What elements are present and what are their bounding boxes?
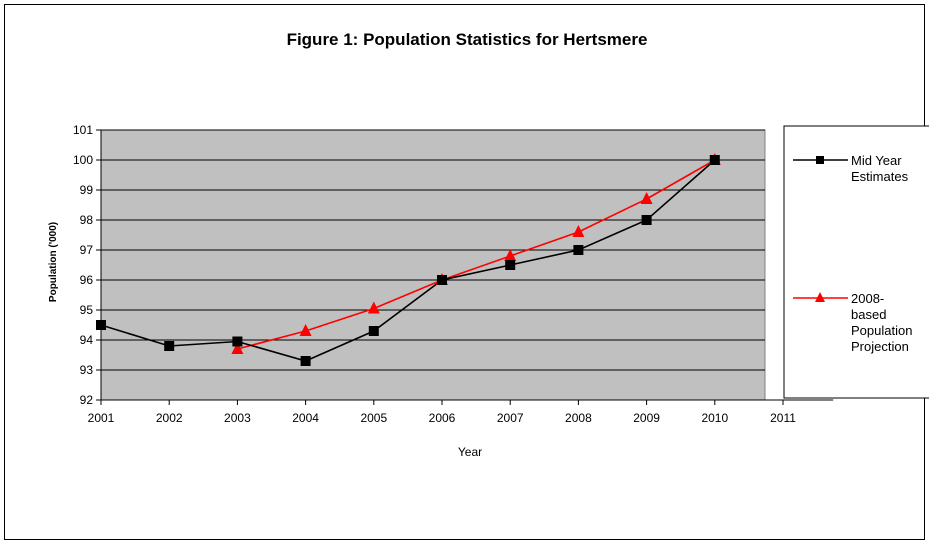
y-tick-label-92: 92: [80, 393, 94, 407]
marker-series2-2008: [572, 225, 585, 237]
data-markers: [96, 153, 721, 366]
x-tick-label-2011: 2011: [770, 411, 796, 425]
x-tick-label-2002: 2002: [156, 411, 183, 425]
x-tick-label-2007: 2007: [497, 411, 524, 425]
plot-area: [100, 129, 766, 401]
chart-title: Figure 1: Population Statistics for Hert…: [287, 30, 648, 49]
x-tick-label-2009: 2009: [633, 411, 660, 425]
y-axis-title: Population ('000): [48, 222, 59, 302]
y-tick-label-100: 100: [73, 153, 93, 167]
x-tick-label-2003: 2003: [224, 411, 251, 425]
y-tick-label-99: 99: [80, 183, 94, 197]
x-tick-label-2004: 2004: [292, 411, 319, 425]
y-axis-ticks: 92 93 94 95 96 97 98 99 100 101: [73, 123, 102, 407]
x-axis-title: Year: [458, 445, 482, 459]
x-tick-label-2005: 2005: [360, 411, 387, 425]
marker-series1-2010: [709, 155, 720, 165]
y-tick-label-101: 101: [73, 123, 93, 137]
legend-label-1-line-1: Mid Year: [851, 153, 902, 168]
marker-series2-2005: [367, 301, 380, 314]
series-line-2: [237, 159, 716, 350]
marker-series1-2007: [505, 260, 516, 270]
y-tick-label-96: 96: [80, 273, 94, 287]
marker-series1-2002: [164, 341, 175, 351]
marker-series1-2003: [232, 336, 243, 347]
legend-marker-2: [815, 292, 825, 302]
marker-series1-2005: [368, 326, 379, 336]
legend-label-2-line-4: Projection: [851, 339, 909, 354]
legend-label-2-line-2: based: [851, 307, 886, 322]
x-axis-ticks: 2001 2002 2003 2004 2005 2006 2007 2008 2009 2010…: [88, 399, 834, 425]
y-tick-label-98: 98: [80, 213, 94, 227]
legend-box: [783, 125, 929, 399]
y-tick-label-95: 95: [80, 303, 94, 317]
marker-series2-2003: [231, 342, 244, 354]
y-tick-label-94: 94: [80, 333, 94, 347]
marker-series1-2004: [300, 356, 311, 366]
x-tick-label-2008: 2008: [565, 411, 592, 425]
marker-series2-2007: [504, 249, 517, 261]
series-lines: [100, 159, 716, 362]
x-tick-label-2006: 2006: [429, 411, 456, 425]
series-line-1: [100, 159, 716, 362]
legend-label-2-line-1: 2008-: [851, 291, 884, 306]
x-tick-label-2010: 2010: [701, 411, 728, 425]
y-tick-label-93: 93: [80, 363, 94, 377]
y-tick-label-97: 97: [80, 243, 94, 257]
marker-series2-2009: [640, 192, 653, 204]
legend-label-1-line-2: Estimates: [851, 169, 909, 184]
marker-series1-2006: [437, 275, 447, 285]
legend-marker-1: [816, 156, 824, 164]
marker-series1-2009: [641, 215, 652, 225]
legend-label-2-line-3: Population: [851, 323, 912, 338]
marker-series1-2008: [573, 245, 584, 255]
marker-series1-2001: [96, 320, 106, 330]
marker-series2-2004: [299, 324, 312, 336]
x-tick-label-2001: 2001: [88, 411, 115, 425]
